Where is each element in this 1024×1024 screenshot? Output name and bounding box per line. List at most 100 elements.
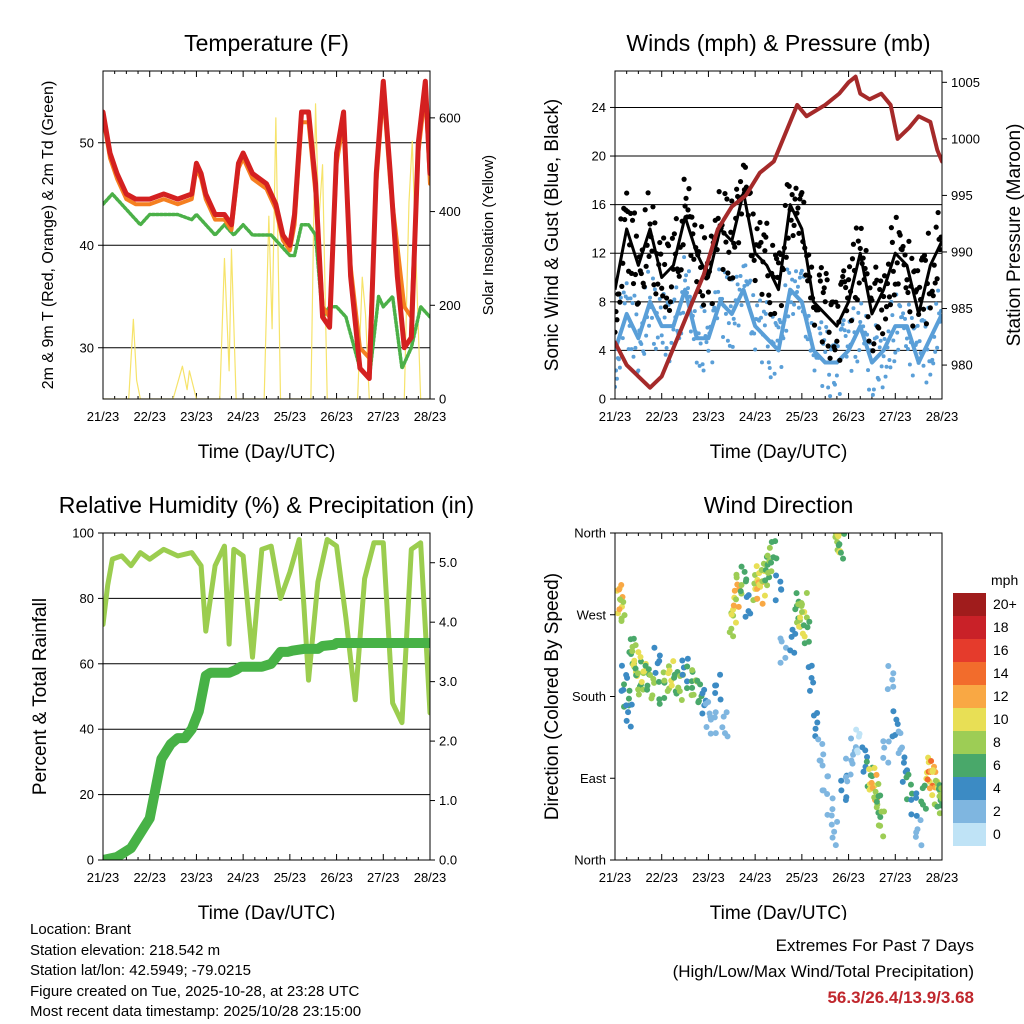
y-tick-label: South: [572, 689, 606, 704]
sonic-wind-point: [818, 331, 823, 336]
direction-point: [873, 804, 880, 811]
gust-point: [799, 190, 805, 196]
gust-point: [874, 277, 880, 283]
direction-point: [875, 781, 882, 788]
y-tick-label: 40: [80, 238, 94, 253]
y-axis-label: Percent & Total Rainfall: [30, 598, 51, 795]
gust-point: [840, 273, 846, 280]
direction-point: [838, 777, 845, 784]
sonic-wind-point: [939, 308, 942, 313]
direction-point: [770, 554, 777, 561]
direction-point: [819, 762, 826, 769]
sonic-wind-point: [876, 377, 881, 382]
direction-point: [747, 610, 754, 617]
gust-point: [808, 264, 815, 270]
gust-point: [865, 314, 871, 320]
direction-point: [877, 792, 884, 799]
gust-point: [932, 280, 938, 286]
direction-point: [684, 678, 691, 685]
gust-point: [905, 289, 911, 296]
direction-point: [656, 696, 663, 703]
sonic-wind-point: [628, 296, 633, 301]
gust-point: [934, 276, 940, 282]
sonic-wind-point: [837, 392, 842, 397]
sonic-wind-point: [784, 328, 789, 333]
gust-point: [646, 253, 652, 259]
sonic-wind-point: [857, 348, 862, 353]
sonic-wind-point: [826, 385, 831, 390]
gust-point: [686, 186, 692, 192]
direction-point: [797, 614, 804, 621]
gust-point: [750, 211, 756, 217]
gust-point: [857, 245, 863, 252]
direction-point: [913, 812, 920, 819]
direction-point: [814, 719, 821, 726]
sonic-wind-point: [882, 337, 887, 342]
gust-point: [763, 234, 769, 240]
y-tick-label: West: [577, 607, 607, 622]
gust-point: [826, 329, 832, 335]
direction-point: [720, 713, 727, 720]
direction-point: [753, 563, 760, 570]
direction-point: [880, 833, 887, 840]
direction-point: [842, 774, 849, 781]
x-tick-label: 21/23: [599, 409, 632, 424]
sonic-wind-point: [832, 382, 837, 387]
gust-point: [722, 190, 728, 197]
direction-point: [828, 821, 835, 828]
direction-point: [670, 658, 677, 665]
sonic-wind-point: [631, 354, 636, 359]
x-tick-label: 23/23: [180, 870, 213, 885]
direction-point: [618, 617, 625, 624]
sonic-wind-point: [846, 329, 851, 334]
sonic-wind-point: [853, 354, 858, 359]
gust-point: [873, 264, 879, 270]
sonic-wind-point: [615, 376, 619, 381]
direction-point: [796, 623, 803, 630]
gust-point: [699, 224, 705, 230]
sonic-wind-point: [785, 267, 790, 272]
direction-point: [932, 777, 939, 784]
2m-t-line: [103, 78, 430, 381]
x-tick-label: 25/23: [274, 870, 307, 885]
gust-point: [630, 280, 637, 287]
y2-tick-label: 1.0: [439, 793, 457, 808]
direction-point: [630, 635, 637, 642]
y2-tick-label: 985: [951, 301, 973, 316]
sonic-wind-point: [692, 309, 697, 314]
direction-point: [899, 744, 906, 751]
gust-point: [856, 280, 862, 286]
latlon-text: Station lat/lon: 42.5949; -79.0215: [30, 962, 252, 979]
direction-point: [860, 768, 867, 775]
y2-tick-label: 600: [439, 110, 461, 125]
gust-point: [883, 304, 890, 310]
direction-point: [625, 709, 632, 716]
sonic-wind-point: [768, 375, 773, 380]
extremes-subtitle: (High/Low/Max Wind/Total Precipitation): [672, 962, 974, 981]
sonic-wind-point: [812, 368, 817, 373]
direction-point: [717, 671, 724, 678]
direction-point: [792, 630, 799, 637]
gust-point: [660, 293, 666, 299]
direction-point: [792, 606, 799, 613]
gust-point: [825, 343, 831, 349]
colorbar-swatch: [953, 800, 986, 823]
direction-point: [758, 566, 765, 573]
gust-point: [910, 323, 916, 329]
gust-point: [906, 238, 912, 244]
sonic-wind-point: [930, 357, 935, 362]
sonic-wind-point: [934, 301, 939, 306]
sonic-wind-point: [755, 303, 760, 308]
x-axis-label: Time (Day/UTC): [710, 903, 848, 920]
x-tick-label: 26/23: [832, 870, 865, 885]
sonic-wind-point: [871, 387, 876, 392]
sonic-wind-point: [652, 287, 657, 292]
gust-point: [671, 231, 677, 237]
gust-point: [632, 271, 639, 278]
direction-point: [880, 754, 887, 761]
direction-point: [628, 701, 635, 708]
sonic-wind-point: [671, 327, 676, 332]
sonic-wind-point: [891, 338, 896, 343]
gust-point: [724, 196, 730, 202]
x-tick-label: 23/23: [692, 409, 725, 424]
